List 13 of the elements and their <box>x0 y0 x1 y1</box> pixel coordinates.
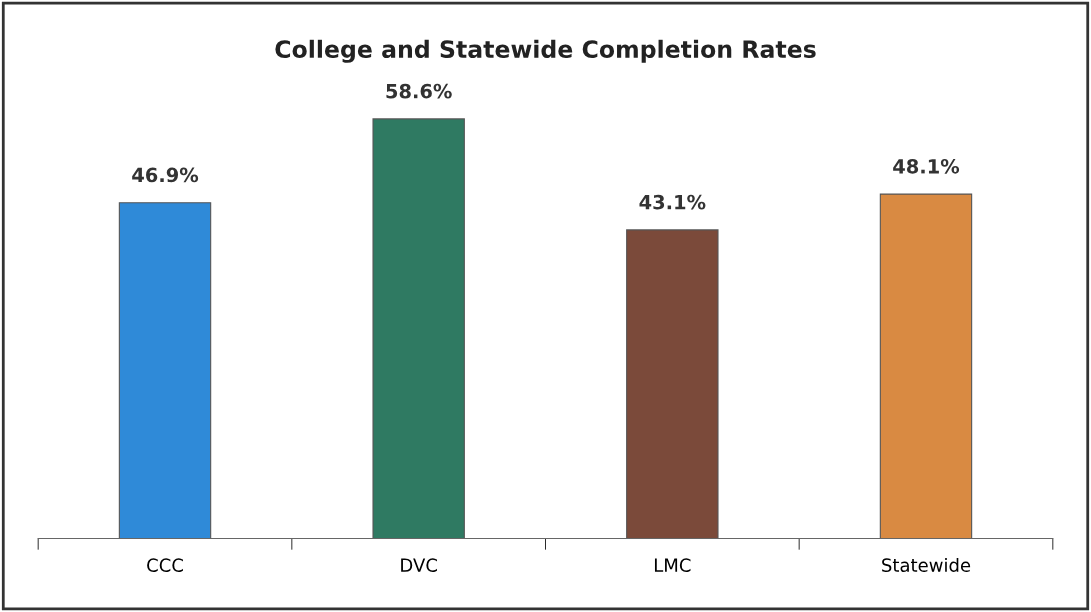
x-tick-label: Statewide <box>882 558 971 572</box>
bar <box>879 193 973 539</box>
data-label: 43.1% <box>639 194 706 210</box>
data-label: 48.1% <box>893 158 960 174</box>
bar <box>626 229 719 539</box>
x-tick-label: DVC <box>401 558 437 572</box>
bar <box>118 202 212 539</box>
data-label: 58.6% <box>386 83 452 99</box>
data-label: 46.9% <box>132 167 199 183</box>
x-tick-label: CCC <box>147 558 183 572</box>
bar <box>372 118 465 539</box>
x-tick-label: LMC <box>654 558 691 572</box>
chart-title: College and Statewide Completion Rates <box>275 39 816 63</box>
